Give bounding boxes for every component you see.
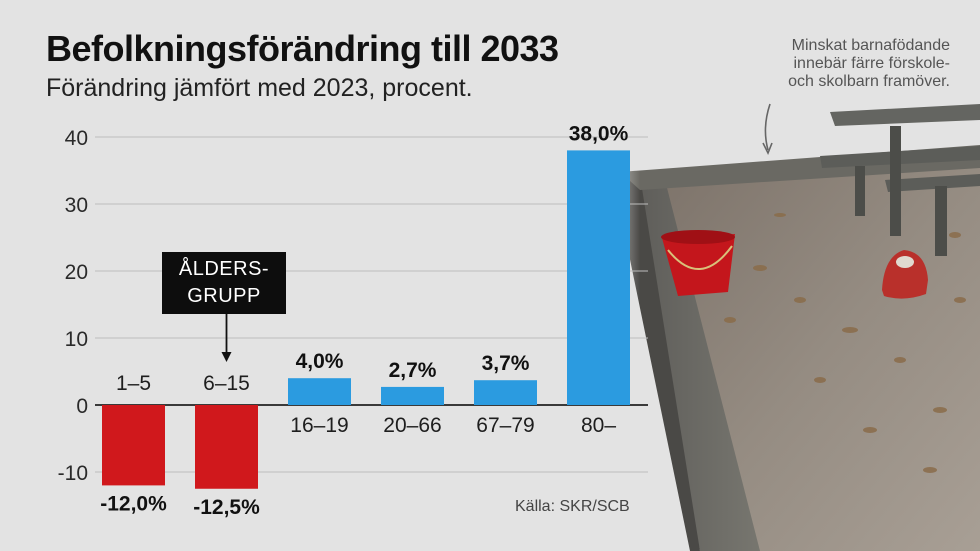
callout-arrowhead	[221, 352, 232, 362]
age-group-callout: ÅLDERS- GRUPP	[162, 252, 286, 314]
bar-value-label: 38,0%	[569, 122, 629, 145]
bar	[102, 405, 165, 486]
bar	[567, 150, 630, 405]
x-category-label: 6–15	[203, 372, 250, 395]
bar-value-label: 4,0%	[296, 350, 344, 373]
y-tick-label: 10	[65, 328, 88, 351]
note-line: Minskat barnafödande	[791, 37, 950, 54]
x-category-label: 67–79	[476, 414, 534, 437]
bar	[288, 378, 351, 405]
y-tick-label: 20	[65, 261, 88, 284]
callout-line: GRUPP	[187, 285, 261, 307]
bar	[381, 386, 444, 405]
x-category-label: 80–	[581, 414, 616, 437]
note-arrow	[764, 103, 771, 151]
x-category-label: 16–19	[290, 414, 348, 437]
y-tick-label: -10	[58, 462, 88, 485]
y-tick-label: 40	[65, 127, 88, 150]
y-tick-label: 30	[65, 194, 88, 217]
bar-value-label: 2,7%	[389, 359, 437, 382]
picnic-table	[820, 104, 980, 256]
leaves	[724, 213, 966, 473]
source-label: Källa: SKR/SCB	[515, 498, 630, 515]
y-tick-label: 0	[76, 395, 88, 418]
x-category-label: 1–5	[116, 372, 151, 395]
bar-value-label: -12,0%	[100, 492, 167, 515]
red-bucket	[661, 230, 735, 296]
bar-value-label: -12,5%	[193, 496, 260, 519]
annotation-note: Minskat barnafödande innebär färre försk…	[700, 37, 950, 91]
bar-value-label: 3,7%	[482, 352, 530, 375]
x-category-label: 20–66	[383, 414, 441, 437]
note-line: och skolbarn framöver.	[788, 73, 950, 90]
callout-line: ÅLDERS-	[178, 258, 270, 280]
note-line: innebär färre förskole-	[793, 55, 950, 72]
chart-subtitle: Förändring jämfört med 2023, procent.	[46, 74, 473, 102]
chart-title: Befolkningsförändring till 2033	[46, 28, 559, 69]
bar	[474, 380, 537, 405]
red-toy-car	[882, 250, 928, 299]
bar	[195, 405, 258, 489]
